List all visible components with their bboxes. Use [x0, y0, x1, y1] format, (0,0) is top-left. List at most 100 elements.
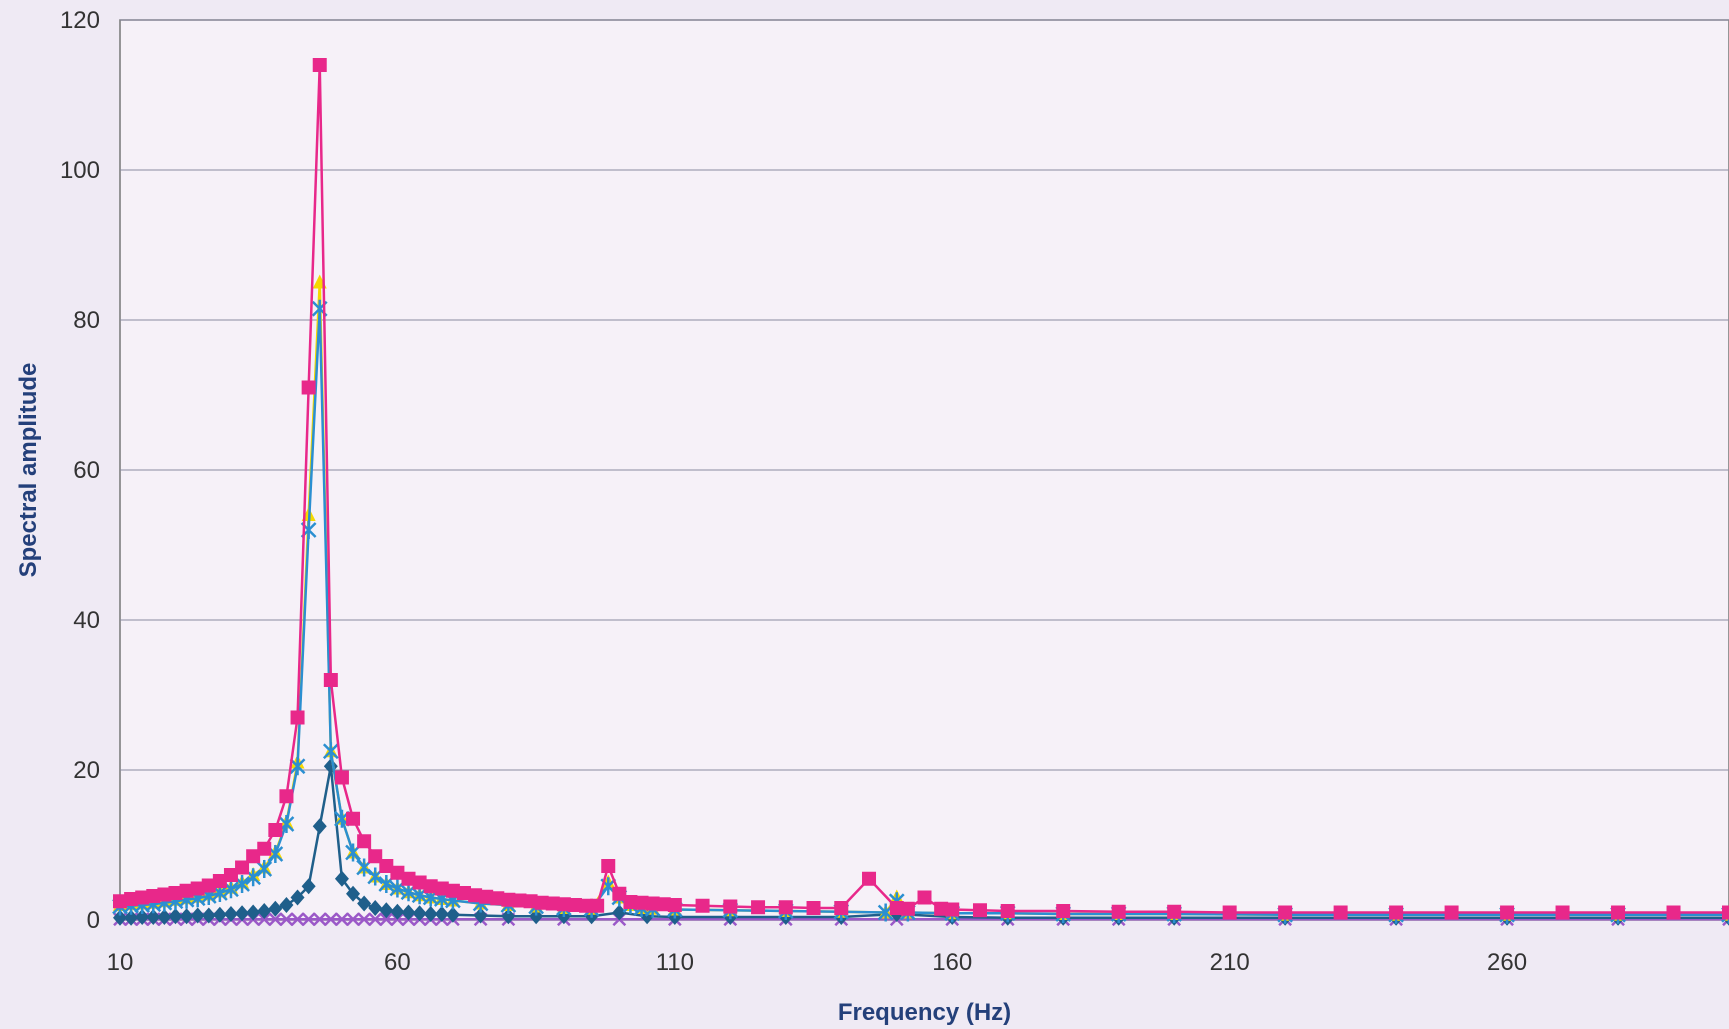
data-point — [412, 875, 427, 890]
data-point — [223, 868, 238, 882]
data-point — [379, 859, 394, 873]
data-point — [501, 892, 516, 907]
data-point — [268, 912, 283, 927]
data-point — [212, 874, 227, 888]
data-point — [806, 901, 821, 915]
data-point — [301, 912, 316, 927]
data-point — [490, 891, 505, 906]
data-point — [323, 912, 338, 927]
x-tick-label: 260 — [1487, 949, 1527, 976]
data-point — [113, 909, 127, 926]
data-point — [900, 901, 915, 916]
data-point — [1333, 905, 1348, 920]
data-point — [612, 904, 627, 921]
data-point — [601, 859, 616, 873]
x-tick-label: 110 — [656, 949, 694, 976]
y-tick-label: 60 — [73, 457, 100, 484]
series-line — [119, 307, 1729, 916]
data-point — [590, 898, 605, 913]
y-tick-label: 0 — [87, 907, 100, 934]
data-point — [1056, 904, 1071, 918]
data-point — [256, 860, 273, 878]
data-point — [534, 895, 549, 910]
data-point — [168, 886, 183, 900]
y-tick-label: 40 — [73, 607, 100, 634]
data-point — [634, 895, 649, 910]
data-point — [290, 710, 305, 725]
data-point — [146, 909, 161, 925]
data-point — [312, 58, 327, 72]
data-point — [1167, 904, 1182, 919]
data-point — [301, 380, 316, 395]
data-point — [201, 907, 216, 924]
data-point — [179, 908, 194, 925]
data-point — [113, 894, 127, 909]
data-point — [246, 849, 261, 864]
data-point — [368, 849, 383, 864]
data-point — [479, 889, 494, 904]
data-point — [157, 887, 172, 902]
data-point — [612, 886, 627, 901]
data-point — [723, 899, 738, 914]
data-point — [445, 883, 460, 898]
data-point — [368, 912, 383, 927]
data-point — [556, 897, 571, 912]
data-point — [778, 900, 793, 915]
data-point — [862, 871, 877, 886]
data-point — [379, 902, 394, 919]
data-point — [312, 818, 327, 835]
x-tick-label: 210 — [1210, 949, 1250, 976]
data-point — [323, 673, 338, 687]
data-point — [290, 912, 305, 927]
data-point — [434, 906, 449, 922]
data-point — [945, 902, 960, 917]
data-point — [312, 912, 327, 927]
data-point — [656, 897, 671, 912]
data-point — [468, 888, 483, 903]
y-tick-label: 20 — [73, 757, 100, 784]
data-point — [1222, 905, 1237, 920]
x-tick-label: 160 — [932, 949, 972, 976]
data-point — [423, 879, 438, 894]
data-point — [889, 901, 904, 915]
series-layer — [112, 58, 1729, 927]
data-point — [1000, 904, 1015, 918]
data-point — [445, 906, 460, 923]
data-point — [346, 811, 361, 826]
data-point — [368, 900, 383, 916]
data-point — [834, 901, 849, 915]
data-point — [190, 907, 205, 924]
data-point — [201, 878, 216, 893]
data-point — [934, 901, 949, 916]
data-point — [357, 834, 372, 849]
series-0 — [113, 758, 1729, 926]
data-point — [257, 841, 272, 856]
x-tick-label: 60 — [384, 949, 411, 976]
data-point — [301, 878, 316, 895]
data-point — [357, 912, 372, 927]
data-point — [501, 908, 516, 925]
data-point — [289, 757, 306, 776]
data-point — [695, 898, 710, 913]
data-point — [390, 865, 405, 880]
data-point — [135, 909, 150, 925]
data-point — [357, 895, 372, 912]
data-point — [235, 860, 250, 875]
y-axis-title: Spectral amplitude — [15, 363, 42, 578]
data-point — [334, 870, 349, 887]
data-point — [223, 906, 238, 922]
data-point — [135, 890, 150, 905]
data-point — [401, 904, 416, 921]
data-point — [390, 903, 405, 920]
data-point — [751, 900, 766, 915]
data-point — [1611, 905, 1626, 920]
data-point — [279, 912, 294, 927]
data-point — [667, 898, 682, 912]
data-point — [972, 903, 987, 918]
data-point — [379, 912, 394, 927]
data-point — [412, 905, 427, 922]
data-point — [512, 893, 527, 908]
data-point — [423, 906, 438, 922]
data-point — [346, 885, 361, 902]
data-point — [124, 892, 139, 906]
